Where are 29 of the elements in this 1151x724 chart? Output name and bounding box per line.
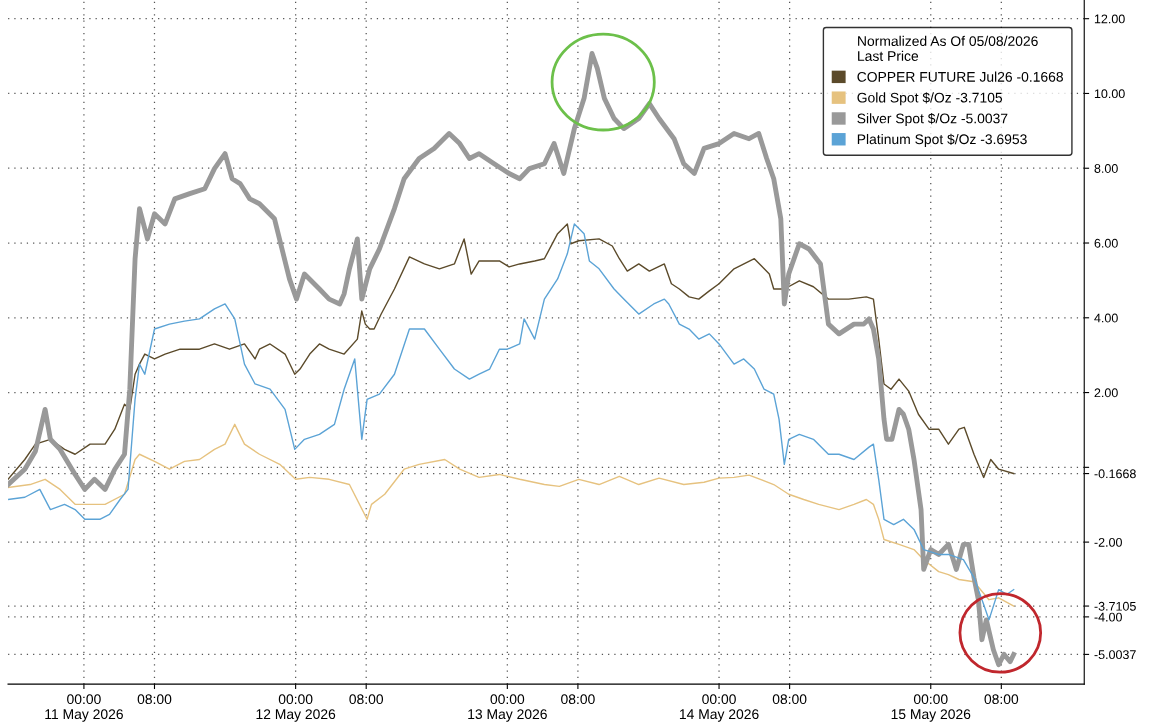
y-tick-label: -2.00 [1094,537,1122,547]
x-tick-label: 00:00 14 May 2026 [679,694,759,722]
legend-label: Platinum Spot $/Oz -3.6953 [857,133,1027,147]
y-tick-label: -5.0037 [1094,650,1136,660]
x-tick-label: 00:00 15 May 2026 [891,694,971,722]
x-tick-label: 08:00 [561,694,595,705]
legend-label: COPPER FUTURE Jul26 -0.1668 [857,71,1063,82]
y-tick-label: 6.00 [1094,238,1118,248]
line-series [8,423,1015,607]
y-tick-label: -0.1668 [1094,469,1136,479]
line-series [8,223,1015,480]
line-series [8,223,1015,621]
y-tick-label: -4.00 [1094,612,1122,622]
legend-title: Normalized As Of 05/08/2026 Last Price [858,35,1038,61]
y-tick-label: 10.00 [1094,89,1125,99]
legend-label: Gold Spot $/Oz -3.7105 [857,92,1003,106]
y-tick-label: -3.7105 [1094,601,1136,611]
x-tick-label: 00:00 11 May 2026 [45,694,123,722]
y-tick-label: 8.00 [1094,164,1118,173]
x-tick-label: 08:00 [772,694,807,705]
x-tick-label: 00:00 13 May 2026 [468,694,547,722]
x-tick-label: 00:00 12 May 2026 [256,694,336,722]
y-tick-label: 2.00 [1094,388,1118,398]
y-tick-label: 4.00 [1094,313,1118,323]
x-tick-label: 08:00 [984,694,1019,705]
x-tick-label: 08:00 [349,694,384,705]
y-tick-label: 12.00 [1094,14,1125,24]
legend-label: Silver Spot $/Oz -5.0037 [857,112,1008,127]
x-tick-label: 08:00 [137,694,172,705]
